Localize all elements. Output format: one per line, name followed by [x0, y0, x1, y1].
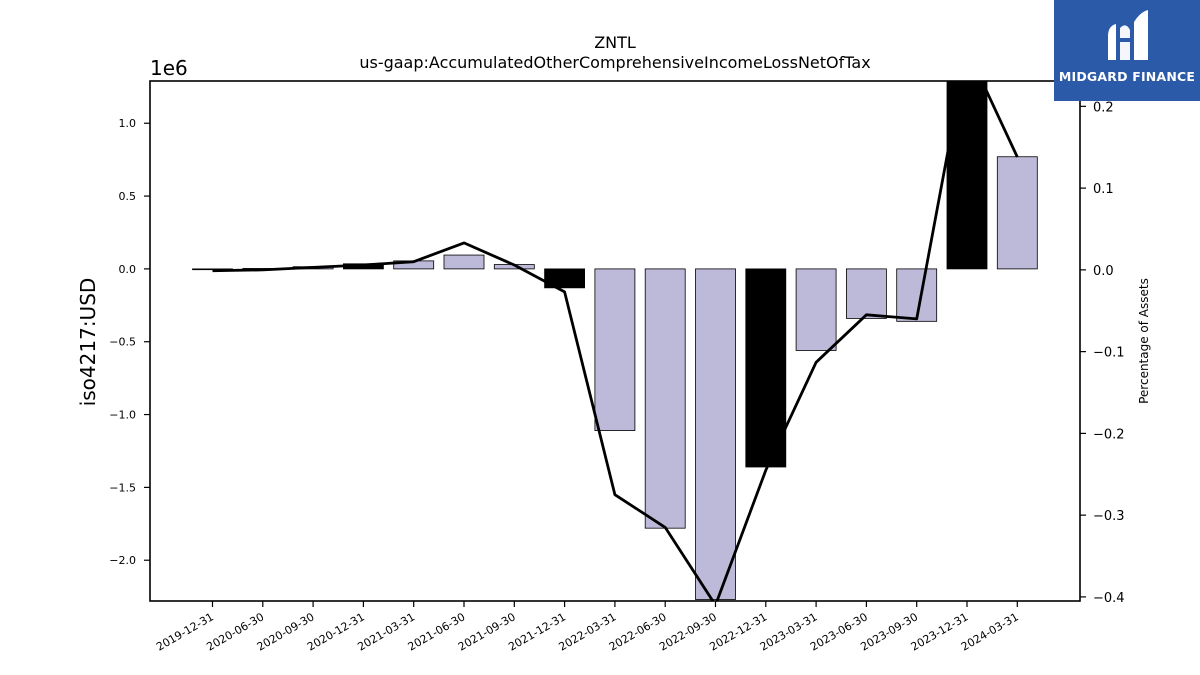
y-tick-label: −1.0: [109, 409, 136, 422]
x-tick-label: 2024-03-31: [959, 610, 1021, 653]
y-tick-label: −2.0: [109, 554, 136, 567]
y2-tick-label: 0.2: [1093, 100, 1114, 115]
y2-tick-label: −0.1: [1093, 346, 1125, 361]
y2-tick-label: −0.3: [1093, 509, 1125, 524]
logo-text: MIDGARD FINANCE: [1058, 69, 1196, 84]
bar-2023-06-30: [846, 268, 887, 319]
y2-tick-label: −0.4: [1093, 591, 1125, 606]
pct-assets-line: [212, 81, 1019, 601]
bar-2022-09-30: [695, 268, 736, 600]
y2-tick-label: 0.1: [1093, 182, 1114, 197]
bar-2022-03-31: [594, 268, 636, 431]
y-tick-label: 1.0: [119, 117, 137, 130]
bar-2024-03-31: [996, 156, 1038, 270]
bar-2021-06-30: [443, 254, 485, 270]
y-tick-label: 0.0: [119, 263, 137, 276]
logo-mark-icon: [1108, 10, 1148, 60]
bar-2023-03-31: [795, 268, 837, 351]
bar-2022-06-30: [644, 268, 686, 529]
bar-2023-12-31: [946, 81, 988, 270]
y-axis-label: iso4217:USD: [76, 278, 100, 407]
bar-2022-12-31: [745, 268, 787, 468]
y-tick-label: 0.5: [119, 190, 137, 203]
offset-label: 1e6: [150, 56, 188, 80]
chart-subtitle: us-gaap:AccumulatedOtherComprehensiveInc…: [359, 53, 870, 72]
chart-title: ZNTL: [594, 33, 636, 52]
y-tick-label: −1.5: [109, 481, 136, 494]
y2-tick-label: 0.0: [1093, 264, 1114, 279]
bars-layer: [192, 81, 1038, 600]
pct-line-layer: [212, 81, 1019, 601]
bar-2021-12-31: [544, 268, 585, 289]
y2-tick-label: −0.2: [1093, 427, 1125, 442]
y2-axis-label: Percentage of Assets: [1137, 278, 1151, 404]
midgard-finance-logo: MIDGARD FINANCE: [1054, 0, 1200, 101]
y-tick-label: −0.5: [109, 336, 136, 349]
